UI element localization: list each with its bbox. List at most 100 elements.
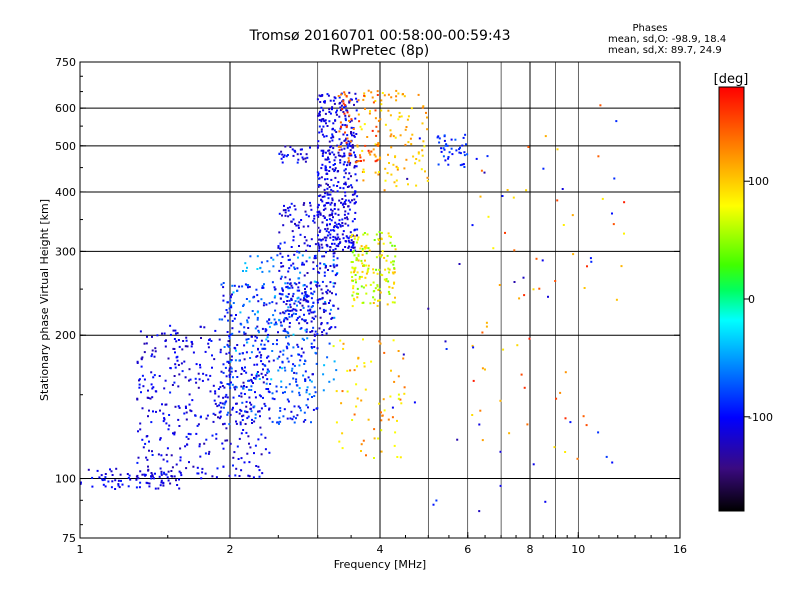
data-point: [367, 418, 370, 421]
data-point: [319, 110, 321, 113]
data-point: [485, 325, 488, 328]
data-point: [304, 160, 307, 163]
data-point: [423, 145, 426, 148]
data-point: [374, 100, 377, 102]
data-point: [252, 476, 255, 479]
data-point: [203, 442, 206, 445]
data-point: [245, 405, 248, 408]
data-point: [280, 293, 283, 296]
data-point: [366, 233, 369, 236]
data-point: [355, 281, 357, 284]
data-point: [523, 294, 526, 297]
data-point: [366, 136, 369, 138]
data-point: [172, 347, 175, 350]
data-point: [374, 171, 377, 174]
data-point: [196, 466, 199, 469]
data-point: [350, 98, 353, 101]
data-point: [307, 309, 310, 312]
data-point: [547, 295, 549, 298]
data-point: [324, 151, 327, 154]
data-point: [331, 133, 334, 136]
data-point: [279, 321, 282, 324]
data-point: [244, 410, 246, 413]
data-point: [247, 338, 250, 340]
data-point: [250, 351, 253, 354]
data-point: [349, 152, 352, 155]
data-point: [326, 191, 329, 194]
data-point: [445, 143, 448, 146]
data-point: [353, 271, 355, 274]
data-point: [383, 256, 386, 259]
data-point: [435, 499, 438, 502]
data-point: [281, 287, 284, 290]
data-point: [299, 271, 302, 274]
data-point: [326, 223, 329, 226]
data-point: [374, 117, 377, 120]
data-point: [168, 414, 171, 416]
data-point: [333, 170, 336, 173]
data-point: [310, 346, 313, 348]
data-point: [332, 249, 335, 252]
data-point: [360, 285, 363, 288]
data-point: [260, 298, 263, 301]
data-point: [285, 336, 287, 339]
data-point: [137, 456, 140, 459]
data-point: [254, 377, 257, 380]
data-point: [379, 342, 382, 345]
data-point: [212, 412, 215, 415]
data-point: [339, 127, 342, 130]
data-point: [405, 126, 408, 128]
data-point: [342, 187, 345, 190]
data-point: [332, 190, 335, 193]
data-point: [159, 484, 162, 487]
data-point: [318, 184, 321, 186]
data-point: [463, 154, 466, 157]
data-point: [156, 334, 159, 337]
data-point: [167, 428, 170, 431]
data-point: [298, 391, 301, 394]
data-point: [361, 253, 364, 256]
data-point: [396, 419, 398, 422]
data-point: [304, 370, 307, 373]
data-point: [320, 167, 323, 170]
y-tick-label: 200: [55, 329, 76, 342]
data-point: [447, 163, 450, 166]
data-point: [313, 280, 316, 283]
data-point: [307, 215, 310, 218]
data-point: [301, 254, 304, 257]
data-point: [289, 282, 292, 285]
data-point: [230, 306, 233, 309]
data-point: [328, 120, 331, 123]
data-point: [268, 417, 271, 420]
data-point: [166, 476, 169, 479]
data-point: [346, 164, 348, 167]
data-point: [111, 480, 114, 483]
data-point: [380, 429, 383, 432]
data-point: [281, 360, 284, 363]
data-point: [508, 432, 511, 435]
data-point: [332, 147, 335, 150]
data-point: [268, 370, 270, 373]
data-point: [333, 266, 336, 269]
data-point: [246, 341, 249, 344]
data-point: [257, 465, 260, 468]
data-point: [384, 268, 387, 271]
data-point: [302, 306, 305, 309]
data-point: [367, 267, 370, 270]
data-point: [421, 149, 424, 152]
data-point: [342, 206, 345, 209]
data-point: [329, 299, 332, 302]
data-point: [225, 375, 228, 378]
data-point: [308, 312, 311, 315]
data-point: [358, 120, 361, 123]
data-point: [305, 299, 308, 302]
data-point: [344, 139, 347, 142]
data-point: [338, 96, 341, 99]
data-point: [151, 473, 154, 476]
data-point: [459, 164, 462, 167]
data-point: [321, 296, 324, 299]
data-point: [316, 146, 319, 149]
data-point: [393, 267, 396, 270]
data-point: [201, 467, 204, 470]
data-point: [260, 339, 263, 342]
